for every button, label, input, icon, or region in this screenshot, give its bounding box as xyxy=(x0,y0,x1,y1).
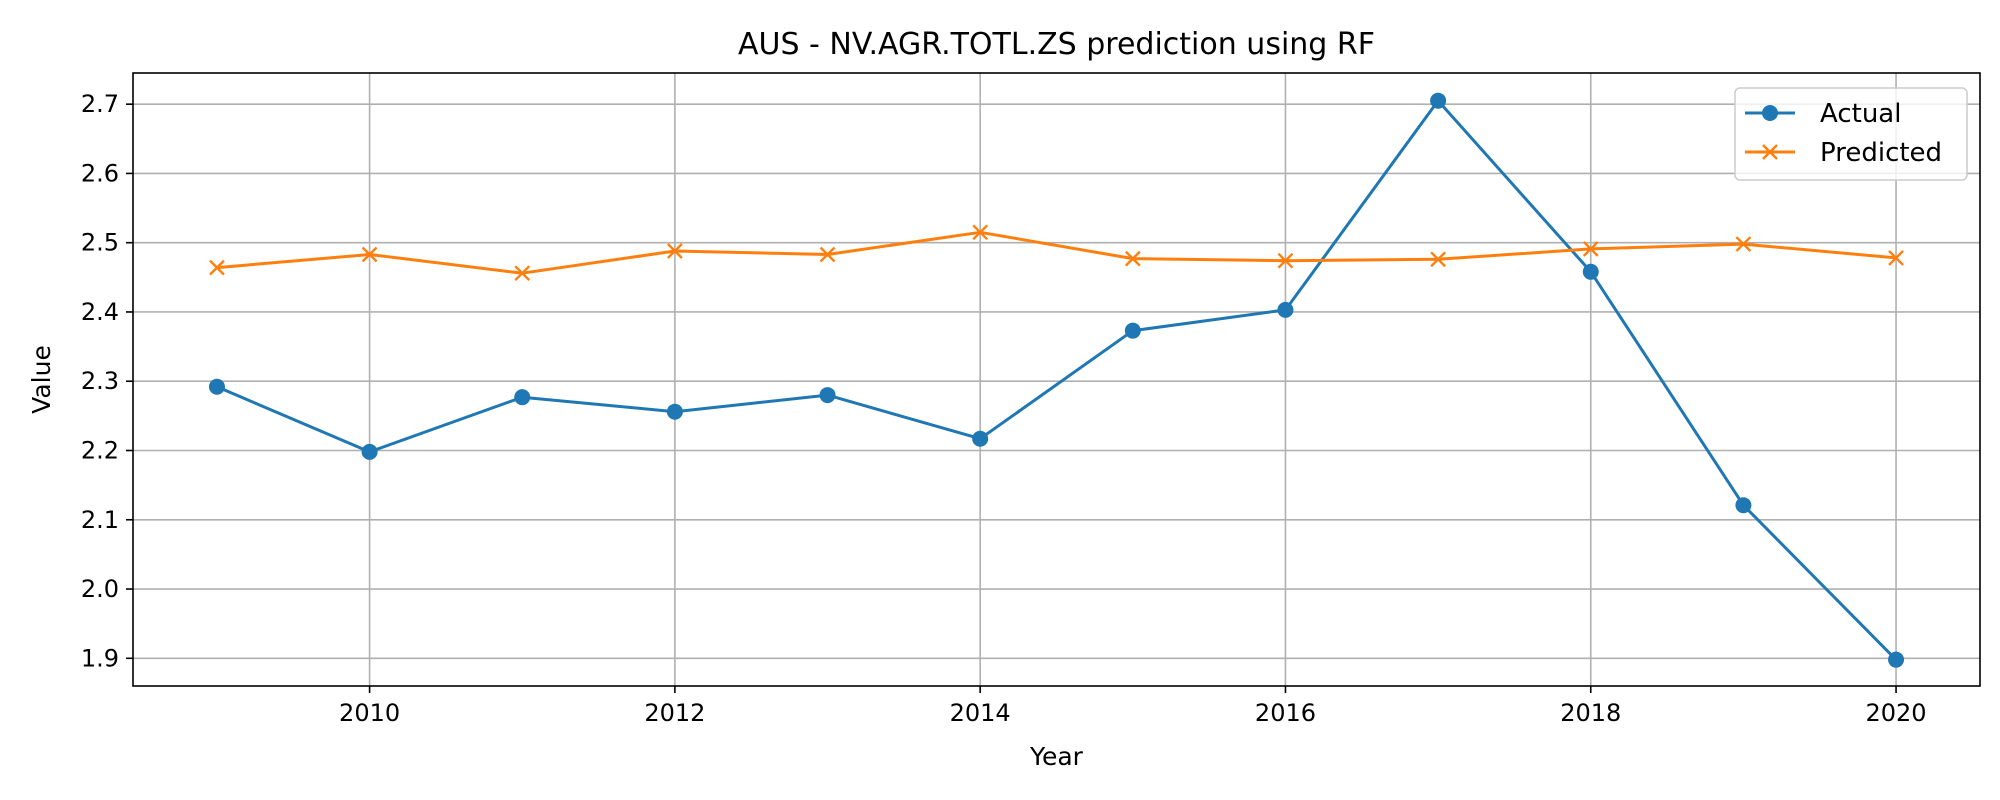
x-marker-stroke xyxy=(209,259,225,276)
data-point-predicted xyxy=(1277,252,1294,269)
y-tick-label: 2.4 xyxy=(81,298,119,326)
legend-label-actual: Actual xyxy=(1820,99,1901,129)
legend-label-predicted: Predicted xyxy=(1820,138,1942,168)
axes-frame xyxy=(132,72,1981,687)
x-axis-label: Year xyxy=(1029,742,1084,771)
legend-box xyxy=(1734,87,1968,181)
data-point-predicted xyxy=(1124,250,1141,267)
data-point-actual xyxy=(1277,301,1294,318)
y-tick-label: 2.1 xyxy=(81,506,119,534)
data-point-predicted xyxy=(514,265,531,282)
x-tick-label: 2012 xyxy=(644,699,705,727)
data-point-actual xyxy=(1735,497,1752,514)
x-marker-stroke xyxy=(1762,144,1778,160)
y-tick-label: 2.0 xyxy=(81,575,119,603)
x-marker-stroke xyxy=(1888,250,1904,266)
y-tick-label: 1.9 xyxy=(81,644,119,672)
legend: Actual Predicted xyxy=(1734,87,1968,181)
x-marker-stroke xyxy=(1277,252,1294,269)
data-point-predicted xyxy=(667,243,683,259)
series-line-predicted xyxy=(216,230,1897,275)
ticks: 2010 2012 2014 2016 2018 2020 1.9 2.0 2.1 2.2 2.3 2… xyxy=(81,90,1927,727)
data-point-predicted xyxy=(1582,241,1599,257)
y-axis-label: Value xyxy=(27,345,56,414)
x-marker-stroke xyxy=(819,246,836,263)
y-tick-label: 2.7 xyxy=(81,90,119,118)
x-marker-stroke xyxy=(667,243,683,259)
data-point-actual xyxy=(666,403,683,420)
data-point-predicted xyxy=(819,246,836,263)
data-point-predicted xyxy=(1735,236,1752,252)
data-point-actual xyxy=(208,378,225,395)
data-point-actual xyxy=(514,389,531,406)
legend-marker-predicted xyxy=(1762,144,1778,160)
data-point-actual xyxy=(1582,263,1599,280)
data-point-predicted xyxy=(972,224,989,241)
data-point-actual xyxy=(819,387,836,404)
series-line-actual xyxy=(216,99,1898,661)
y-tick-label: 2.5 xyxy=(81,229,119,257)
data-point-actual xyxy=(1124,322,1141,339)
x-marker-stroke xyxy=(1582,241,1599,257)
data-point-actual xyxy=(1888,651,1905,668)
data-point-actual xyxy=(361,443,378,460)
series-layer xyxy=(208,92,1905,668)
data-point-actual xyxy=(1430,92,1447,109)
x-tick-label: 2010 xyxy=(339,699,400,727)
x-marker-stroke xyxy=(361,246,378,263)
data-point-predicted xyxy=(1888,250,1904,266)
y-tick-label: 2.3 xyxy=(81,367,119,395)
chart-title: AUS - NV.AGR.TOTL.ZS prediction using RF xyxy=(738,27,1375,62)
y-tick-label: 2.6 xyxy=(81,159,119,187)
x-tick-label: 2016 xyxy=(1255,699,1316,727)
data-point-predicted xyxy=(1430,251,1446,268)
x-marker-stroke xyxy=(514,265,531,282)
x-tick-label: 2014 xyxy=(950,699,1011,727)
y-tick-label: 2.2 xyxy=(81,436,119,464)
x-marker-stroke xyxy=(1124,250,1141,267)
x-marker-stroke xyxy=(1735,236,1752,252)
data-point-actual xyxy=(972,430,989,447)
x-marker-stroke xyxy=(1430,251,1446,268)
data-point-predicted xyxy=(209,259,225,276)
x-tick-label: 2020 xyxy=(1866,699,1927,727)
x-marker-stroke xyxy=(972,224,989,241)
legend-marker-actual xyxy=(1762,105,1778,121)
x-tick-label: 2018 xyxy=(1560,699,1621,727)
data-point-predicted xyxy=(361,246,378,263)
